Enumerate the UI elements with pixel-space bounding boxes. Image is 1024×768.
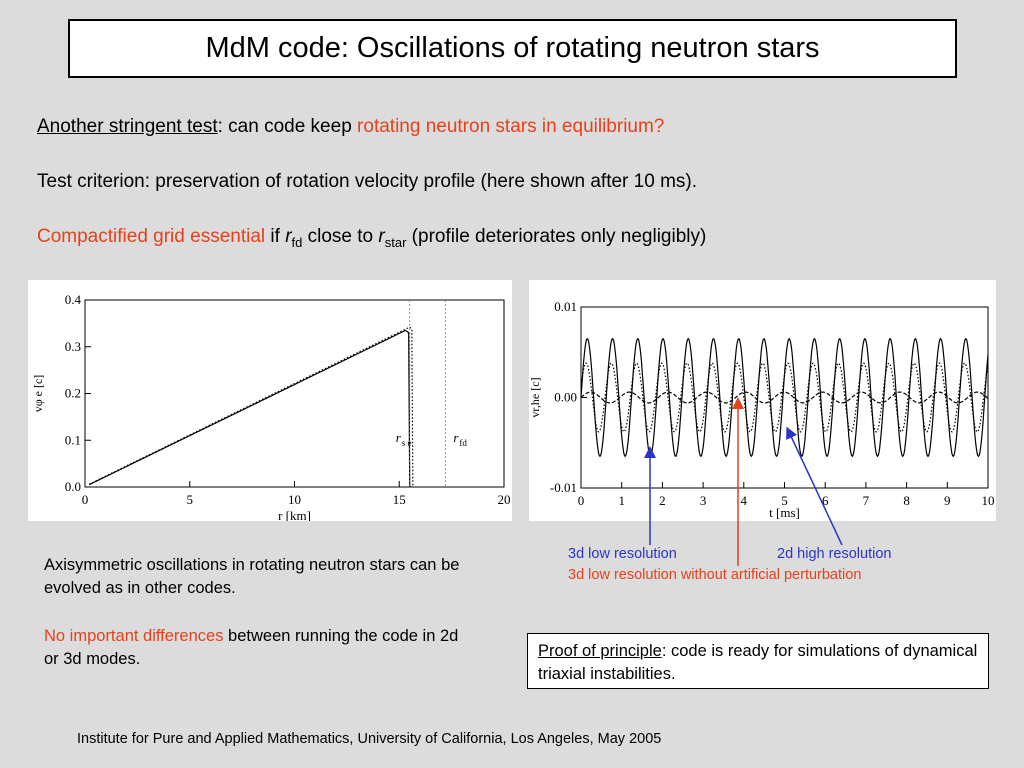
x-tick-label: 3 <box>700 493 707 508</box>
profile-line-dotted <box>88 326 414 488</box>
x-tick-label: 8 <box>903 493 910 508</box>
x-tick-label: 0 <box>578 493 585 508</box>
x-tick-label: 15 <box>393 492 406 507</box>
intro-line-2: Test criterion: preservation of rotation… <box>37 171 698 192</box>
annotation-r: r <box>453 430 459 445</box>
caption-left-2: No important differences between running… <box>44 625 464 671</box>
footer: Institute for Pure and Applied Mathemati… <box>77 731 662 747</box>
text-profile: (profile deteriorates only negligibly) <box>406 226 707 247</box>
velocity-profile-chart: 0 5 10 15 200.00.10.20.30.4r [km]vφ e [c]r s … <box>31 292 511 521</box>
intro-line-1: Another stringent test: can code keep ro… <box>37 116 664 138</box>
x-tick-label: 6 <box>822 493 829 508</box>
x-tick-label: 2 <box>659 493 666 508</box>
x-tick-label: 9 <box>944 493 951 508</box>
y-tick-label: -0.01 <box>550 480 577 495</box>
y-axis-label: vr,he [c] <box>529 377 542 417</box>
r-symbol: r <box>285 226 292 247</box>
y-tick-label: 0.4 <box>65 292 82 307</box>
y-axis-label: vφ e [c] <box>31 375 45 413</box>
proof-of-principle-box: Proof of principle: code is ready for si… <box>527 633 989 689</box>
compactified-highlight: Compactified grid essential <box>37 226 266 247</box>
arrow-2d-high-res <box>786 426 843 546</box>
radial-velocity-chart-panel: 0 1 2 3 4 5 6 7 8 9 10 -0.01 0.00 0.01 t [ms] vr,he [c] <box>529 280 996 521</box>
title-text: MdM code: Oscillations of rotating neutr… <box>205 32 820 64</box>
page-title: MdM code: Oscillations of rotating neutr… <box>68 19 957 78</box>
intro-underlined: Another stringent test <box>37 116 218 137</box>
text-close-to: close to <box>302 226 379 247</box>
y-tick-label: 0.00 <box>554 390 577 405</box>
x-tick-label: 1 <box>618 493 625 508</box>
y-tick-label: 0.1 <box>65 432 81 447</box>
proof-rest: : code is ready for simulations of dynam… <box>538 642 978 683</box>
radial-velocity-chart: 0 1 2 3 4 5 6 7 8 9 10 -0.01 0.00 0.01 t [ms] vr,he [c] <box>529 299 995 520</box>
x-tick-label: 4 <box>741 493 748 508</box>
r-fd-sub: fd <box>291 234 303 250</box>
x-tick-label: 0 <box>82 492 89 507</box>
oscillation-line-dashed <box>580 391 989 404</box>
x-tick-label: 10 <box>982 493 995 508</box>
caption-highlight: No important differences <box>44 627 224 645</box>
legend-no-perturbation: 3d low resolution without artificial per… <box>568 567 862 583</box>
profile-line-solid <box>88 329 411 488</box>
intro-highlight: rotating neutron stars in equilibrium? <box>357 116 665 137</box>
r-symbol: r <box>378 226 385 247</box>
intro-line-3: Compactified grid essential if rfd close… <box>37 226 706 250</box>
caption-left-1: Axisymmetric oscillations in rotating ne… <box>44 556 460 597</box>
proof-underlined: Proof of principle <box>538 642 662 660</box>
x-tick-label: 20 <box>498 492 511 507</box>
oscillation-line-dotted <box>580 362 989 433</box>
velocity-profile-chart-panel: 0 5 10 15 20 0.0 0.1 0.2 0.3 0.4 r [km] vφ e [c] r s … <box>28 280 512 521</box>
x-tick-label: 10 <box>288 492 301 507</box>
annotation-sub: fd <box>459 438 467 448</box>
x-axis-label: r [km] <box>278 508 311 521</box>
x-axis-label: t [ms] <box>769 505 800 520</box>
text-if: if <box>265 226 286 247</box>
intro-middle: : can code keep <box>217 116 358 137</box>
y-tick-label: 0.01 <box>554 299 577 314</box>
y-tick-label: 0.0 <box>65 479 81 494</box>
legend-2d-high-resolution: 2d high resolution <box>777 546 892 562</box>
caption-rest: between running the code in 2d or 3d mod… <box>44 627 459 668</box>
y-tick-label: 0.2 <box>65 386 81 401</box>
y-tick-label: 0.3 <box>65 339 81 354</box>
legend-3d-low-resolution: 3d low resolution <box>568 546 677 562</box>
annotation-sub: s e <box>402 438 412 448</box>
r-star-sub: star <box>384 234 407 250</box>
x-tick-label: 7 <box>863 493 870 508</box>
x-tick-label: 5 <box>187 492 194 507</box>
x-tick-label: 5 <box>781 493 788 508</box>
annotation-r: r <box>396 430 402 445</box>
